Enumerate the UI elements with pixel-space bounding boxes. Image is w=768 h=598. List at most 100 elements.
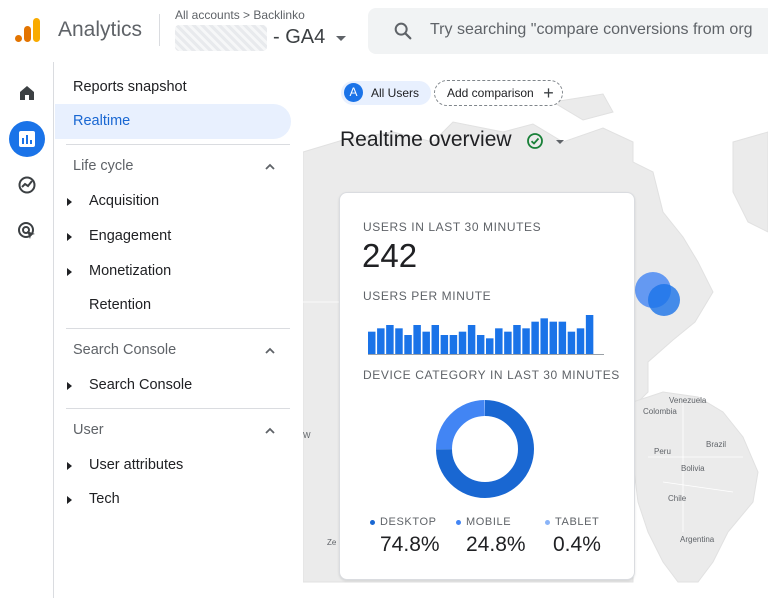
chart-bar[interactable] [395, 328, 403, 355]
legend-tablet: TABLET [545, 516, 599, 528]
chart-bar[interactable] [522, 328, 530, 355]
chart-bar[interactable] [486, 338, 494, 355]
map-label-venezuela: Venezuela [669, 396, 707, 405]
map-label-chile: Chile [668, 494, 687, 503]
map-label-w: W [303, 431, 311, 440]
donut-slice-tablet[interactable] [436, 400, 534, 498]
chart-bar[interactable] [531, 321, 539, 355]
nav-realtime[interactable]: Realtime [55, 104, 291, 139]
explore-icon [18, 176, 36, 194]
chart-bar[interactable] [540, 318, 548, 355]
analytics-logo[interactable] [14, 16, 42, 44]
chart-bar[interactable] [504, 331, 512, 355]
chart-bar[interactable] [440, 335, 449, 355]
map-label-argentina: Argentina [680, 535, 715, 544]
search-placeholder[interactable]: Try searching "compare conversions from … [430, 21, 753, 38]
chevron-down-icon[interactable] [336, 36, 346, 41]
expand-arrow-icon [67, 496, 72, 504]
chart-bar[interactable] [576, 328, 585, 355]
nav-reports-snapshot[interactable]: Reports snapshot [73, 79, 187, 95]
chart-bar[interactable] [495, 328, 503, 355]
users-per-minute-label: USERS PER MINUTE [363, 289, 492, 303]
device-category-label: DEVICE CATEGORY IN LAST 30 MINUTES [363, 368, 620, 382]
section-search-console[interactable]: Search Console [73, 342, 177, 358]
nav-search-console-label: Search Console [89, 377, 193, 393]
map-label-peru: Peru [654, 447, 671, 456]
tablet-percent: 0.4% [553, 533, 601, 556]
advertising-icon [18, 222, 35, 239]
legend-dot-icon [545, 519, 550, 525]
check-circle-icon [527, 133, 543, 149]
chart-bar[interactable] [467, 325, 476, 355]
realtime-main: Venezuela Colombia Brazil Peru Bolivia C… [303, 62, 768, 598]
page-title: Realtime overview [340, 128, 512, 151]
breadcrumb[interactable]: All accounts > Backlinko [175, 8, 305, 22]
explore-button[interactable] [9, 167, 45, 203]
search-bar[interactable]: Try searching "compare conversions from … [368, 8, 768, 54]
nav-user-attributes-label: User attributes [89, 457, 184, 473]
chevron-up-icon[interactable] [263, 424, 277, 438]
chart-bar[interactable] [386, 325, 394, 355]
add-comparison-button[interactable]: Add comparison + [434, 80, 563, 106]
breadcrumb-account[interactable]: Backlinko [253, 8, 305, 22]
legend-dot-icon [456, 519, 461, 525]
reports-button[interactable] [9, 121, 45, 157]
chevron-down-icon[interactable] [556, 140, 564, 144]
legend-mobile-label: MOBILE [466, 516, 512, 528]
all-users-chip[interactable]: A All Users [341, 81, 432, 105]
mobile-percent: 24.8% [466, 533, 526, 556]
section-life-cycle[interactable]: Life cycle [73, 158, 134, 174]
chart-bar[interactable] [377, 328, 385, 355]
all-users-label: All Users [371, 86, 420, 100]
chart-bar[interactable] [558, 321, 567, 355]
chart-bar[interactable] [368, 331, 376, 355]
chart-bar[interactable] [404, 335, 412, 355]
chart-bar[interactable] [413, 325, 421, 355]
home-button[interactable] [9, 75, 45, 111]
property-selector[interactable]: - GA4 [273, 26, 326, 48]
legend-mobile: MOBILE [456, 516, 511, 528]
map-label-ze: Ze [327, 538, 337, 547]
chart-bar[interactable] [513, 325, 521, 355]
users-last-30-value: 242 [362, 237, 418, 274]
device-donut-chart[interactable] [434, 398, 536, 500]
nav-monetization-label: Monetization [89, 263, 172, 279]
chevron-up-icon[interactable] [263, 344, 277, 358]
home-icon [20, 86, 34, 100]
nav-engagement-label: Engagement [89, 228, 172, 244]
chart-bar[interactable] [476, 335, 485, 355]
users-last-30-label: USERS IN LAST 30 MINUTES [363, 220, 542, 234]
breadcrumb-all-accounts[interactable]: All accounts [175, 8, 240, 22]
section-user[interactable]: User [73, 422, 104, 438]
chart-bar[interactable] [422, 331, 430, 355]
expand-arrow-icon [67, 268, 72, 276]
breadcrumb-separator: > [243, 8, 251, 22]
top-header: Analytics All accounts > Backlinko - GA4… [0, 0, 768, 62]
donut-slice-mobile[interactable] [436, 400, 534, 498]
account-name-redacted [175, 25, 267, 51]
chart-bar[interactable] [458, 331, 467, 355]
legend-dot-icon [370, 519, 375, 525]
chart-bar[interactable] [585, 315, 594, 355]
header-divider [159, 14, 160, 46]
map-bubble[interactable] [648, 284, 680, 316]
users-per-minute-chart[interactable] [368, 311, 604, 355]
section-divider [66, 328, 290, 329]
advertising-button[interactable] [9, 213, 45, 249]
chevron-up-icon[interactable] [263, 160, 277, 174]
map-label-bolivia: Bolivia [681, 464, 705, 473]
left-rail [0, 62, 54, 598]
search-icon [394, 22, 412, 40]
chart-bar[interactable] [449, 335, 458, 355]
section-divider [66, 144, 290, 145]
legend-tablet-label: TABLET [555, 516, 600, 528]
chart-bar[interactable] [567, 331, 576, 355]
desktop-percent: 74.8% [380, 533, 440, 556]
nav-retention-label: Retention [89, 297, 152, 313]
expand-arrow-icon [67, 198, 72, 206]
chart-bar[interactable] [431, 325, 440, 355]
nav-tech-label: Tech [89, 491, 120, 507]
chart-bar[interactable] [549, 321, 558, 355]
reports-icon [19, 131, 35, 147]
legend-desktop: DESKTOP [370, 516, 437, 528]
